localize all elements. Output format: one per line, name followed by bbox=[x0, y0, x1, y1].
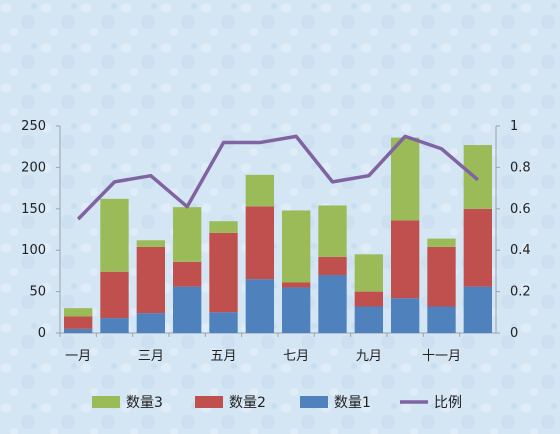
bar-数量2 bbox=[136, 246, 166, 314]
bar-数量3 bbox=[100, 198, 129, 272]
y-right-tick-label: 0 bbox=[510, 326, 518, 341]
bar-数量3 bbox=[63, 308, 93, 317]
bar-数量2 bbox=[245, 206, 275, 280]
y-right-tick-label: 1 bbox=[510, 119, 518, 134]
bar-数量2 bbox=[463, 208, 493, 287]
y-left-tick-label: 200 bbox=[21, 160, 46, 175]
y-left-tick-label: 100 bbox=[21, 243, 46, 258]
tick-labels: 0 50 100 150 200 250 0 0.2 0.4 0.6 0.8 1 一月 三月 五月 七月 九月 十… bbox=[21, 119, 531, 364]
y-left-tick-label: 150 bbox=[21, 202, 46, 217]
bar-数量3 bbox=[281, 210, 311, 283]
bar-数量1 bbox=[172, 286, 202, 333]
bar-数量1 bbox=[427, 306, 456, 333]
x-tick-label: 九月 bbox=[356, 349, 382, 364]
legend-swatch-数量1 bbox=[300, 396, 328, 408]
bar-数量2 bbox=[172, 261, 202, 287]
y-right-tick-label: 0.6 bbox=[510, 202, 531, 217]
bar-数量2 bbox=[281, 282, 311, 288]
bar-数量1 bbox=[318, 275, 347, 333]
y-right-tick-label: 0.4 bbox=[510, 243, 531, 258]
y-left-tick-label: 0 bbox=[38, 326, 46, 341]
bar-数量3 bbox=[463, 145, 493, 209]
x-tick-label: 七月 bbox=[283, 349, 309, 364]
bar-数量3 bbox=[318, 205, 347, 257]
bar-数量3 bbox=[136, 240, 166, 247]
bar-数量2 bbox=[390, 220, 420, 299]
x-tick-label: 五月 bbox=[210, 349, 236, 364]
bar-数量1 bbox=[100, 318, 129, 333]
bar-数量3 bbox=[172, 207, 202, 262]
bar-数量1 bbox=[463, 286, 493, 333]
bar-数量1 bbox=[63, 328, 93, 333]
bar-数量1 bbox=[245, 279, 275, 333]
bar-数量1 bbox=[354, 306, 384, 333]
x-tick-label: 三月 bbox=[138, 349, 164, 364]
bar-数量1 bbox=[281, 287, 311, 333]
legend-label-数量3: 数量3 bbox=[126, 395, 163, 411]
bar-数量3 bbox=[390, 137, 420, 221]
legend-label-数量2: 数量2 bbox=[229, 395, 266, 411]
bar-数量2 bbox=[318, 256, 347, 276]
bar-数量2 bbox=[209, 232, 238, 313]
legend: 数量3 数量2 数量1 比例 bbox=[92, 395, 462, 411]
y-left-tick-label: 50 bbox=[29, 285, 46, 300]
y-right-tick-label: 0.2 bbox=[510, 285, 531, 300]
bar-数量1 bbox=[209, 312, 238, 333]
legend-label-比例: 比例 bbox=[434, 395, 462, 411]
x-tick-label: 一月 bbox=[65, 349, 91, 364]
bar-数量2 bbox=[63, 316, 93, 329]
axes bbox=[56, 125, 500, 337]
bar-数量3 bbox=[209, 221, 238, 233]
bar-数量3 bbox=[354, 254, 384, 292]
y-left-tick-label: 250 bbox=[21, 119, 46, 134]
legend-swatch-数量2 bbox=[195, 396, 223, 408]
bar-数量3 bbox=[245, 174, 275, 207]
bar-数量2 bbox=[354, 291, 384, 307]
bar-数量1 bbox=[390, 298, 420, 333]
line-layer bbox=[76, 134, 479, 221]
legend-swatch-数量3 bbox=[92, 396, 120, 408]
bars-layer bbox=[63, 137, 493, 333]
bar-数量3 bbox=[427, 238, 456, 247]
bar-数量1 bbox=[136, 313, 166, 333]
legend-label-数量1: 数量1 bbox=[334, 395, 371, 411]
y-right-tick-label: 0.8 bbox=[510, 160, 531, 175]
bar-数量2 bbox=[427, 246, 456, 307]
x-tick-label: 十一月 bbox=[422, 349, 461, 364]
bar-数量2 bbox=[100, 271, 129, 319]
line-比例 bbox=[76, 134, 479, 221]
